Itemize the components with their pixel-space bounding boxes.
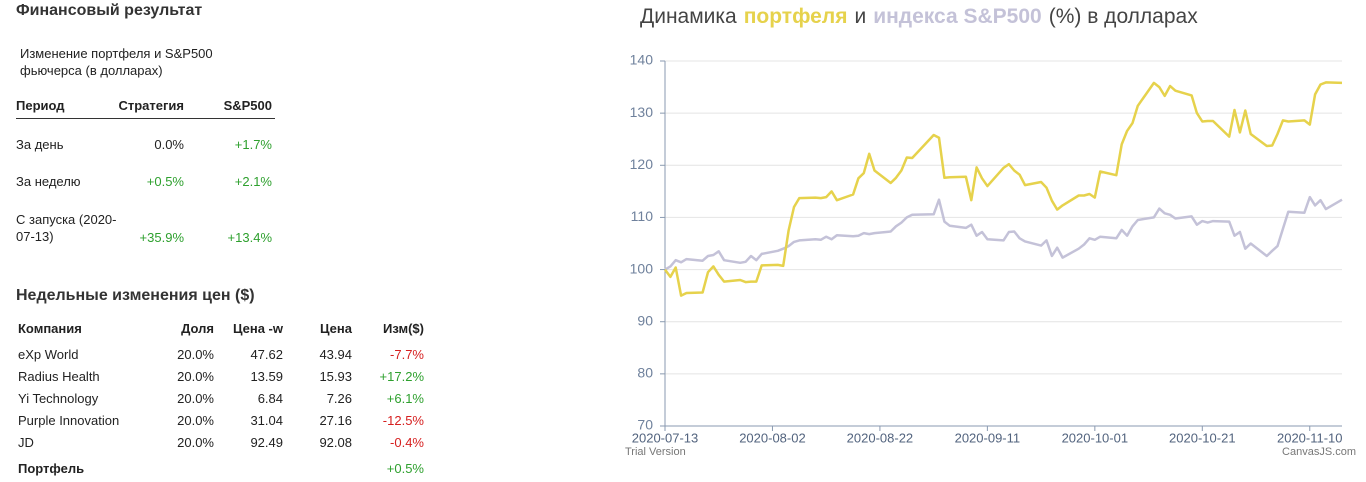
table-cell: Компания [18,321,82,336]
table-cell: Портфель [18,461,85,476]
table-cell: S&P500 [223,98,272,113]
table-cell: Доля [181,321,214,336]
table-cell: JD [18,435,34,450]
table-cell: 20.0% [177,391,214,406]
table-cell: +0.5% [146,174,184,189]
title-part: и [854,5,866,28]
table-cell: С запуска (2020-07-13) [16,212,117,244]
series-line [663,81,1343,297]
x-tick-label: 2020-10-01 [1062,430,1129,445]
table-cell: +6.1% [386,391,424,406]
y-tick-label: 110 [631,208,654,224]
table-cell: 92.08 [319,435,352,450]
table-cell: 7.26 [326,391,352,406]
title-part: Динамика [640,5,737,28]
table-cell: 20.0% [177,347,214,362]
table-cell: Purple Innovation [18,413,120,428]
table-cell: 13.59 [250,369,283,384]
y-tick-label: 140 [630,52,654,68]
credit: CanvasJS.com [1282,446,1356,458]
table-cell: 20.0% [177,413,214,428]
table-cell: 27.16 [319,413,352,428]
table-cell: -12.5% [382,413,424,428]
table-cell: Изм($) [383,321,424,336]
table-cell: +35.9% [139,230,184,245]
table-cell: Цена -w [232,321,283,336]
table-cell: Цена [320,321,352,336]
table-cell: Radius Health [18,369,100,384]
summary-title: Финансовый результат [16,2,203,19]
chart-title: Динамика портфеля и индекса S&P500 (%) в дол… [640,5,1198,28]
table-cell: За неделю [16,174,81,189]
x-tick-label: 2020-09-11 [955,430,1021,445]
table-cell: Период [16,98,65,113]
watermark: Trial Version [625,446,686,458]
weekly-title: Недельные изменения цен ($) [16,287,255,304]
table-cell: 6.84 [257,391,283,406]
y-tick-label: 80 [637,365,653,381]
table-cell: eXp World [18,347,79,362]
series-line [664,195,1343,271]
table-cell: Yi Technology [18,391,99,406]
table-cell: +1.7% [234,137,272,152]
x-tick-label: 2020-11-10 [1277,430,1343,445]
table-cell: 20.0% [177,435,214,450]
y-tick-label: 100 [630,260,654,276]
x-tick-label: 2020-10-21 [1169,430,1236,445]
table-cell: +13.4% [227,230,272,245]
table-cell: +0.5% [386,461,424,476]
table-cell: 92.49 [250,435,283,450]
title-series: портфеля [744,5,848,28]
title-series: индекса S&P500 [873,5,1042,28]
x-tick-label: 2020-08-02 [739,430,806,445]
table-cell: 20.0% [177,369,214,384]
table-cell: 43.94 [319,347,352,362]
y-tick-label: 130 [630,104,654,120]
x-tick-label: 2020-07-13 [632,430,699,445]
title-part: (%) в долларах [1049,5,1198,28]
table-cell: 31.04 [250,413,283,428]
y-tick-label: 70 [637,417,653,433]
table-cell: -0.4% [390,435,424,450]
table-cell: 15.93 [319,369,352,384]
table-cell: 47.62 [250,347,283,362]
table-cell: 0.0% [154,137,184,152]
x-tick-label: 2020-08-22 [847,430,914,445]
table-cell: +17.2% [379,369,424,384]
table-cell: За день [16,137,64,152]
table-cell: -7.7% [390,347,424,362]
table-cell: Стратегия [118,98,184,113]
summary-subtitle: Изменение портфеля и S&P500 фьючерса (в … [20,46,213,78]
header-rule [16,118,275,119]
y-tick-label: 90 [637,312,653,328]
table-cell: +2.1% [234,174,272,189]
y-tick-label: 120 [630,156,654,172]
